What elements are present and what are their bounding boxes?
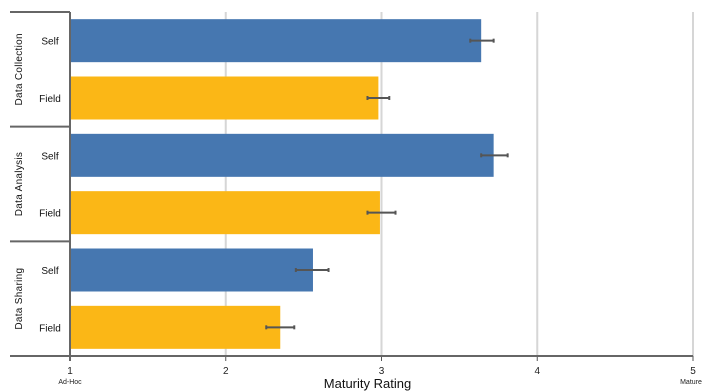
category-label: Field bbox=[39, 323, 61, 334]
category-label: Field bbox=[39, 94, 61, 105]
x-tick-label: 4 bbox=[534, 366, 540, 377]
bar-self bbox=[70, 19, 482, 63]
bar-field bbox=[70, 191, 380, 235]
x-tick-label: 5 bbox=[690, 366, 696, 377]
grid-lines bbox=[224, 12, 694, 356]
group-label: Data Collection bbox=[14, 33, 25, 105]
bar-self bbox=[70, 133, 494, 177]
x-tick-label: 2 bbox=[223, 366, 229, 377]
axes bbox=[10, 11, 694, 361]
x-high-label: Mature bbox=[680, 379, 702, 386]
group-label: Data Sharing bbox=[14, 268, 25, 330]
group-label: Data Analysis bbox=[14, 152, 25, 217]
labels: 1 2 3 4 5 Ad-Hoc Mature Maturity Rating Self Fiel… bbox=[14, 33, 702, 391]
category-label: Self bbox=[41, 151, 58, 162]
x-tick-label: 3 bbox=[379, 366, 385, 377]
x-axis-title: Maturity Rating bbox=[324, 376, 411, 391]
category-label: Field bbox=[39, 209, 61, 220]
bar-field bbox=[70, 76, 379, 120]
error-bars bbox=[265, 38, 509, 330]
category-label: Self bbox=[41, 37, 58, 48]
bar-self bbox=[70, 248, 313, 292]
x-low-label: Ad-Hoc bbox=[58, 379, 82, 386]
bar-field bbox=[70, 305, 281, 349]
category-label: Self bbox=[41, 266, 58, 277]
bars bbox=[70, 19, 494, 349]
x-tick-label: 1 bbox=[67, 366, 73, 377]
